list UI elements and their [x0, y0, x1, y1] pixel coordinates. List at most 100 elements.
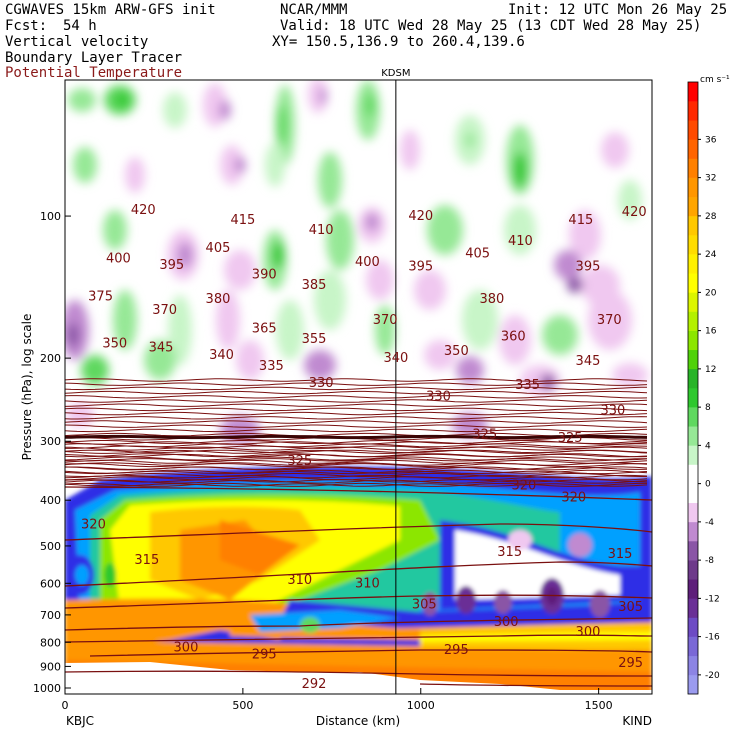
cross-section-coords: XY= 150.5,136.9 to 260.4,139.6: [272, 34, 525, 50]
x-axis: 0 500 1000 1500: [62, 688, 613, 712]
theta-label: 335: [515, 378, 540, 393]
colorbar-level: [688, 617, 698, 637]
theta-label-text: 410: [309, 223, 334, 238]
theta-label: 370: [152, 303, 177, 318]
theta-label-text: 345: [149, 341, 174, 356]
theta-label-text: 375: [88, 289, 113, 304]
theta-label-text: 370: [373, 313, 398, 328]
theta-label-text: 365: [252, 321, 277, 336]
theta-label-text: 395: [576, 260, 601, 275]
field-potential-temperature: Potential Temperature: [5, 65, 183, 81]
theta-label-text: 415: [230, 213, 255, 228]
isentrope-line: [65, 440, 648, 444]
theta-label: 405: [465, 246, 490, 261]
theta-label-text: 395: [408, 260, 433, 275]
colorbar-tick-label: 36: [705, 135, 717, 145]
colorbar-tick-label: 24: [705, 250, 717, 260]
colorbar-level: [688, 426, 698, 446]
theta-label: 320: [512, 478, 537, 493]
station-marker-label: KDSM: [381, 68, 410, 79]
isentrope-line: [65, 634, 652, 643]
isentrope-line: [65, 483, 648, 487]
theta-label: 295: [444, 643, 469, 658]
left-station-label: KBJC: [66, 714, 94, 728]
theta-label-text: 395: [159, 258, 184, 273]
y-tick-label: 800: [40, 636, 61, 649]
theta-label-text: 340: [383, 351, 408, 366]
theta-label-text: 325: [472, 427, 497, 442]
theta-label-text: 330: [309, 376, 334, 391]
theta-label: 385: [302, 278, 327, 293]
theta-label-text: 345: [576, 354, 601, 369]
theta-label-text: 390: [252, 268, 277, 283]
theta-label: 300: [576, 625, 601, 640]
x-tick-label: 1000: [407, 699, 435, 712]
plot-frame: [64, 79, 653, 695]
colorbar-level: [688, 407, 698, 427]
colorbar-level: [688, 292, 698, 312]
colorbar-level: [688, 120, 698, 140]
isentrope-line: [65, 386, 648, 391]
theta-label: 305: [618, 600, 643, 615]
theta-label: 315: [497, 545, 522, 560]
isentrope-line: [65, 523, 652, 541]
colorbar-tick-label: 12: [705, 365, 716, 375]
theta-label-text: 380: [479, 292, 504, 307]
theta-label-text: 350: [444, 344, 469, 359]
colorbar-units: cm s⁻¹: [700, 75, 730, 85]
theta-label: 315: [608, 547, 633, 562]
isentrope-line: [65, 446, 648, 451]
colorbar-tick-label: 16: [705, 327, 717, 337]
colorbar-tick-label: 32: [705, 174, 716, 184]
colorbar-level: [688, 598, 698, 618]
isentrope-line: [65, 476, 648, 481]
theta-label-text: 292: [302, 677, 327, 692]
theta-label-text: 315: [497, 545, 522, 560]
colorbar-level: [688, 273, 698, 293]
isentrope-line: [65, 378, 648, 382]
colorbar-level: [688, 215, 698, 236]
colorbar-level: [688, 521, 698, 542]
theta-label: 405: [206, 241, 231, 256]
colorbar-level: [688, 235, 698, 255]
theta-label-text: 320: [81, 517, 106, 532]
theta-label-text: 305: [618, 600, 643, 615]
y-axis-title: Pressure (hPa), log scale: [20, 314, 34, 461]
isentrope-line: [65, 470, 648, 475]
theta-label: 292: [302, 677, 327, 692]
isentrope-line: [65, 390, 648, 395]
theta-label: 335: [259, 359, 284, 374]
isentrope-line: [89, 649, 652, 657]
theta-label-text: 385: [302, 278, 327, 293]
isentrope-line: [65, 403, 648, 407]
theta-label: 310: [355, 576, 380, 591]
colorbar-level: [688, 368, 698, 389]
colorbar-tick-label: -16: [705, 633, 720, 643]
theta-label-text: 400: [355, 255, 380, 270]
isentrope-line: [65, 453, 648, 458]
theta-label: 365: [252, 321, 277, 336]
colorbar-level: [688, 311, 698, 331]
colorbar-level: [688, 158, 698, 178]
colorbar-level: [688, 445, 698, 465]
theta-label-text: 335: [259, 359, 284, 374]
valid-time: Valid: 18 UTC Wed 28 May 25 (13 CDT Wed …: [280, 18, 702, 34]
y-tick-label: 300: [40, 435, 61, 448]
isentrope-line: [65, 482, 647, 487]
theta-label-text: 310: [355, 576, 380, 591]
theta-label: 410: [309, 223, 334, 238]
theta-label: 295: [252, 648, 277, 663]
colorbar-level: [688, 636, 698, 657]
theta-label: 325: [287, 454, 312, 469]
init-time: Init: 12 UTC Mon 26 May 25: [508, 2, 728, 18]
theta-label: 305: [412, 597, 437, 612]
theta-label-text: 325: [558, 431, 583, 446]
theta-label: 340: [209, 348, 234, 363]
theta-label-text: 355: [302, 332, 327, 347]
colorbar-level: [688, 330, 698, 351]
isentrope-line: [65, 428, 648, 433]
colorbar-tick-label: 0: [705, 480, 711, 490]
isentrope-line: [65, 420, 648, 424]
isentrope-line: [65, 462, 648, 466]
isentrope-line: [65, 399, 648, 403]
